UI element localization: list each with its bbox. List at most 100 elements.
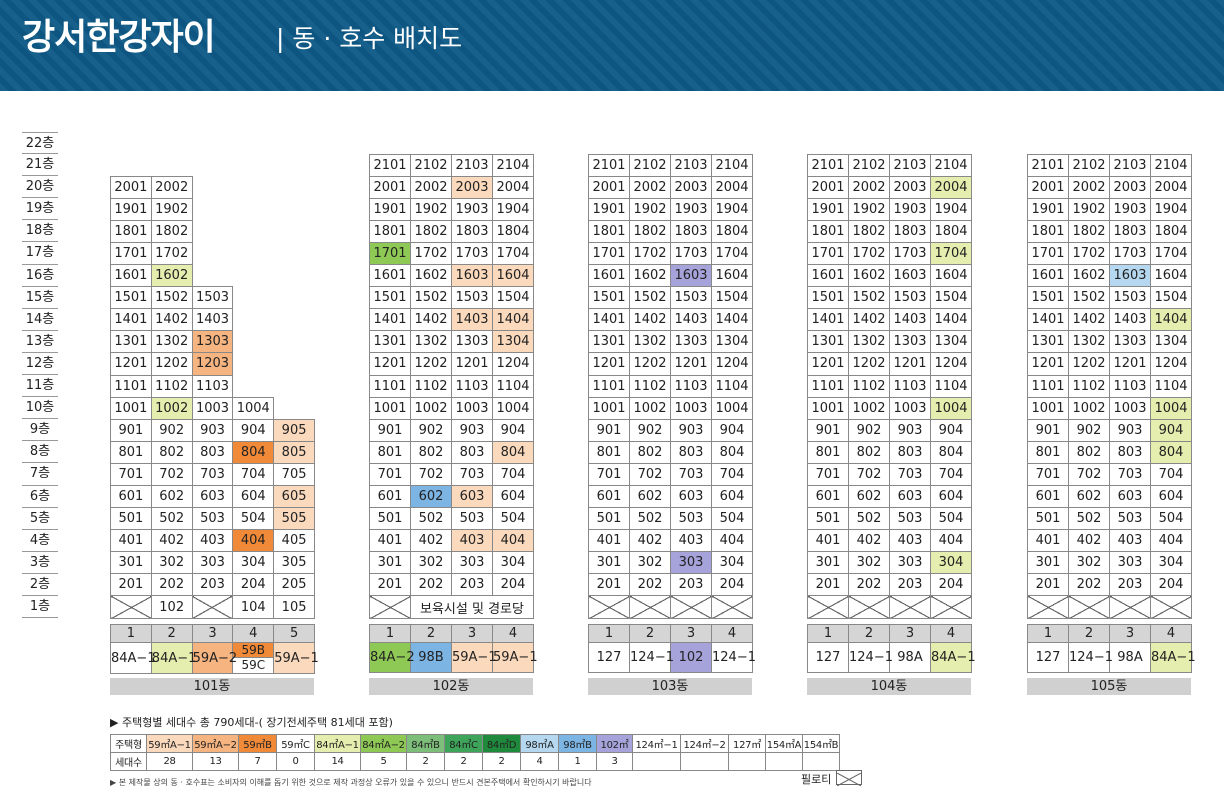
unit-cell: 2103 (889, 153, 931, 177)
unit-cell: 2102 (410, 153, 452, 177)
unit-cell: 1201 (110, 352, 152, 376)
unit-cell: 1303 (451, 330, 493, 354)
unit-cell: 1501 (369, 286, 411, 310)
empty-cell (151, 132, 192, 154)
unit-cell: 302 (629, 551, 671, 575)
unit-cell: 1902 (1068, 197, 1110, 221)
unit-cell: 1603 (670, 264, 712, 288)
unit-cell: 602 (848, 484, 890, 509)
floor-label: 18층 (22, 220, 58, 243)
unit-cell: 1504 (711, 286, 753, 310)
empty-cell (274, 265, 315, 287)
line-number: 2 (629, 624, 671, 643)
unit-cell: 501 (588, 507, 630, 531)
unit-cell: 1304 (492, 330, 534, 354)
unit-cell: 1301 (369, 330, 411, 354)
unit-cell: 1003 (191, 396, 234, 420)
unit-cell: 1704 (711, 241, 753, 266)
unit-cell: 1003 (670, 396, 712, 420)
legend-count: 0 (276, 752, 315, 771)
unit-cell: 1302 (629, 330, 671, 354)
unit-cell: 1702 (629, 241, 671, 266)
legend-type: 84㎡A−2 (360, 734, 407, 753)
unit-cell: 702 (410, 462, 452, 487)
unit-cell: 1302 (410, 330, 452, 354)
empty-cell (849, 132, 890, 154)
unit-cell: 1104 (930, 374, 972, 398)
unit-cell: 202 (848, 573, 890, 597)
pilotis-cell (807, 595, 849, 619)
unit-cell: 802 (150, 440, 193, 464)
unit-cell: 1403 (889, 308, 931, 332)
empty-cell (274, 132, 315, 154)
unit-type-legend: 주택형 59㎡A−1 59㎡A−2 59㎡B 59㎡C 84㎡A−1 84㎡A−2 84㎡B 8… (110, 734, 840, 771)
legend-type: 154㎡B (802, 734, 840, 753)
unit-cell: 804 (492, 440, 534, 464)
empty-cell (192, 154, 233, 176)
empty-cell (233, 331, 274, 353)
building-1: 2001 2002 1901 1902 1801 1802 1701 1702 1601 1602… (110, 132, 315, 619)
unit-cell: 1303 (191, 330, 234, 354)
unit-cell: 1303 (670, 330, 712, 354)
floor-label: 19층 (22, 198, 58, 221)
unit-cell: 1501 (110, 286, 152, 310)
unit-cell: 603 (670, 484, 712, 509)
line-type: 59A−1 (273, 642, 319, 674)
unit-cell: 1902 (410, 197, 452, 221)
unit-cell: 704 (492, 462, 534, 487)
line-type: 98A (1109, 642, 1151, 673)
unit-cell: 503 (1109, 507, 1151, 531)
line-number: 1 (110, 624, 152, 643)
unit-cell: 1101 (588, 374, 630, 398)
unit-grid: 2101 2102 2103 2104 2001 2002 2003 2004 1901 1902… (588, 132, 753, 619)
unit-cell: 1603 (889, 264, 931, 288)
unit-cell: 804 (1150, 440, 1192, 464)
legend-type: 84㎡D (482, 734, 521, 753)
unit-cell: 1704 (1150, 241, 1192, 266)
unit-cell: 201 (369, 573, 411, 597)
unit-cell: 1803 (1109, 219, 1151, 243)
empty-cell (274, 176, 315, 198)
unit-cell: 1001 (588, 396, 630, 420)
unit-cell: 204 (1150, 573, 1192, 597)
unit-cell: 402 (150, 529, 193, 553)
unit-cell: 1304 (930, 330, 972, 354)
unit-cell: 902 (848, 418, 890, 442)
unit-cell: 501 (369, 507, 411, 531)
line-type-table: 1 2 3 4 127 124−1 98A 84A−1 (807, 624, 976, 673)
empty-cell (192, 132, 233, 154)
unit-cell: 1802 (1068, 219, 1110, 243)
unit-cell: 905 (273, 418, 315, 442)
empty-cell (1069, 132, 1110, 154)
unit-cell: 1902 (150, 197, 193, 221)
unit-cell: 1701 (807, 241, 849, 266)
unit-cell: 204 (930, 573, 972, 597)
unit-cell: 401 (110, 529, 152, 553)
legend-type: 84㎡B (406, 734, 445, 753)
empty-cell (233, 242, 274, 264)
unit-cell: 501 (110, 507, 152, 531)
unit-cell: 1103 (451, 374, 493, 398)
legend-count: 2 (406, 752, 445, 771)
unit-cell: 1104 (492, 374, 534, 398)
unit-cell: 504 (711, 507, 753, 531)
unit-cell: 1801 (588, 219, 630, 243)
unit-cell: 1601 (110, 264, 152, 288)
unit-cell: 1701 (588, 241, 630, 266)
pilotis-cell (848, 595, 890, 619)
unit-cell: 2001 (110, 175, 152, 199)
unit-cell: 403 (889, 529, 931, 553)
unit-cell: 1802 (410, 219, 452, 243)
unit-cell: 903 (889, 418, 931, 442)
unit-cell: 1802 (150, 219, 193, 243)
unit-cell: 1603 (1109, 264, 1151, 288)
line-number: 3 (191, 624, 234, 643)
line-type: 59A−2 (191, 642, 237, 674)
floor-label: 7층 (22, 463, 58, 486)
line-type: 127 (807, 642, 849, 673)
unit-cell: 105 (273, 595, 315, 619)
empty-cell (630, 132, 671, 154)
line-number: 2 (1068, 624, 1110, 643)
unit-cell: 1903 (1109, 197, 1151, 221)
unit-cell: 1004 (711, 396, 753, 420)
